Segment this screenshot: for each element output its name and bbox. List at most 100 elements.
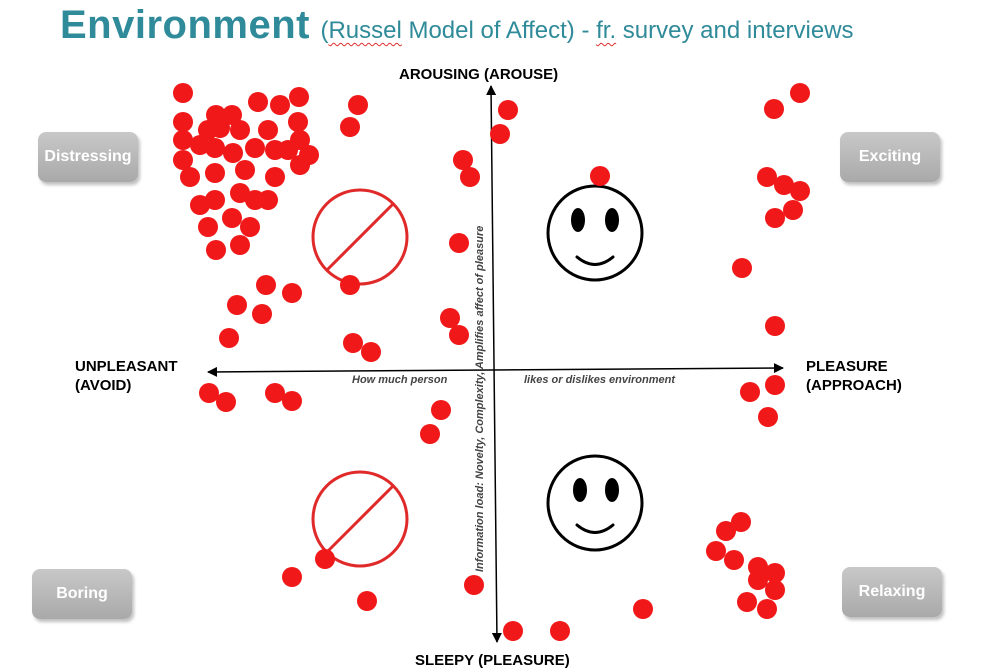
response-dot	[216, 392, 236, 412]
response-dot	[173, 130, 193, 150]
response-dot	[783, 200, 803, 220]
quadrant-exciting-button[interactable]: Exciting	[840, 132, 940, 182]
response-dot	[173, 112, 193, 132]
response-dot	[740, 382, 760, 402]
response-dot	[503, 621, 523, 641]
response-dot	[774, 175, 794, 195]
smiley-icon	[546, 184, 644, 282]
response-dot	[223, 143, 243, 163]
response-dot	[348, 95, 368, 115]
response-dot	[716, 521, 736, 541]
response-dot	[252, 304, 272, 324]
response-dot	[199, 383, 219, 403]
response-dot	[357, 591, 377, 611]
response-dot	[265, 383, 285, 403]
response-dot	[765, 316, 785, 336]
response-dot	[180, 167, 200, 187]
response-dot	[219, 328, 239, 348]
response-dot	[248, 92, 268, 112]
response-dot	[724, 550, 744, 570]
response-dot	[757, 167, 777, 187]
response-dot	[361, 342, 381, 362]
response-dot	[227, 295, 247, 315]
response-dot	[790, 181, 810, 201]
response-dot	[790, 83, 810, 103]
response-dot	[590, 166, 610, 186]
response-dot	[340, 275, 360, 295]
response-dot	[240, 217, 260, 237]
response-dot	[431, 400, 451, 420]
vertical-axis	[486, 85, 502, 643]
survey-dots	[173, 83, 810, 641]
response-dot	[265, 167, 285, 187]
response-dot	[490, 124, 510, 144]
prohibit-icon	[311, 470, 409, 568]
response-dot	[206, 240, 226, 260]
vertical-note: Information load: Novelty, Complexity, A…	[474, 225, 486, 572]
response-dot	[765, 208, 785, 228]
response-dot	[282, 283, 302, 303]
response-dot	[222, 208, 242, 228]
response-dot	[758, 407, 778, 427]
response-dot	[340, 117, 360, 137]
response-dot	[315, 549, 335, 569]
response-dot	[230, 183, 250, 203]
response-dot	[440, 308, 460, 328]
response-dot	[205, 190, 225, 210]
response-dot	[258, 190, 278, 210]
response-dot	[258, 120, 278, 140]
response-dot	[290, 130, 310, 150]
axis-label-bottom: SLEEPY (PLEASURE)	[415, 652, 570, 669]
horizontal-note-left: How much person	[352, 374, 448, 386]
response-dot	[230, 120, 250, 140]
response-dot	[282, 567, 302, 587]
quadrant-relaxing-button[interactable]: Relaxing	[842, 567, 942, 617]
response-dot	[765, 580, 785, 600]
response-dot	[289, 87, 309, 107]
quadrant-boring-button[interactable]: Boring	[32, 569, 132, 619]
page-title: Environment (Russel Model of Affect) - f…	[60, 3, 854, 48]
response-dot	[256, 275, 276, 295]
axis-label-top: AROUSING (AROUSE)	[399, 66, 559, 83]
response-dot	[235, 160, 255, 180]
response-dot	[449, 325, 469, 345]
axis-label-left: UNPLEASANT (AVOID)	[75, 358, 178, 394]
response-dot	[748, 570, 768, 590]
response-dot	[230, 235, 250, 255]
response-dot	[550, 621, 570, 641]
quadrant-distressing-button[interactable]: Distressing	[38, 132, 138, 182]
response-dot	[764, 99, 784, 119]
response-dot	[173, 150, 193, 170]
response-dot	[205, 163, 225, 183]
response-dot	[343, 333, 363, 353]
response-dot	[449, 233, 469, 253]
response-dot	[706, 541, 726, 561]
response-dot	[270, 95, 290, 115]
prohibit-icon	[311, 188, 409, 286]
response-dot	[464, 575, 484, 595]
response-dot	[290, 155, 310, 175]
response-dot	[198, 217, 218, 237]
response-dot	[205, 138, 225, 158]
response-dot	[757, 599, 777, 619]
response-dot	[737, 592, 757, 612]
response-dot	[765, 375, 785, 395]
smiley-icon	[546, 454, 644, 552]
title-main: Environment	[60, 3, 310, 47]
response-dot	[453, 150, 473, 170]
response-dot	[190, 135, 210, 155]
horizontal-note-right: likes or dislikes environment	[524, 374, 676, 386]
response-dot	[460, 167, 480, 187]
response-dot	[633, 599, 653, 619]
response-dot	[282, 391, 302, 411]
response-dot	[731, 512, 751, 532]
response-dot	[765, 563, 785, 583]
axis-label-right: PLEASURE (APPROACH)	[806, 358, 902, 394]
horizontal-axis	[207, 363, 784, 377]
response-dot	[173, 83, 193, 103]
response-dot	[732, 258, 752, 278]
response-dot	[288, 112, 308, 132]
response-dot	[222, 105, 242, 125]
response-dot	[245, 138, 265, 158]
